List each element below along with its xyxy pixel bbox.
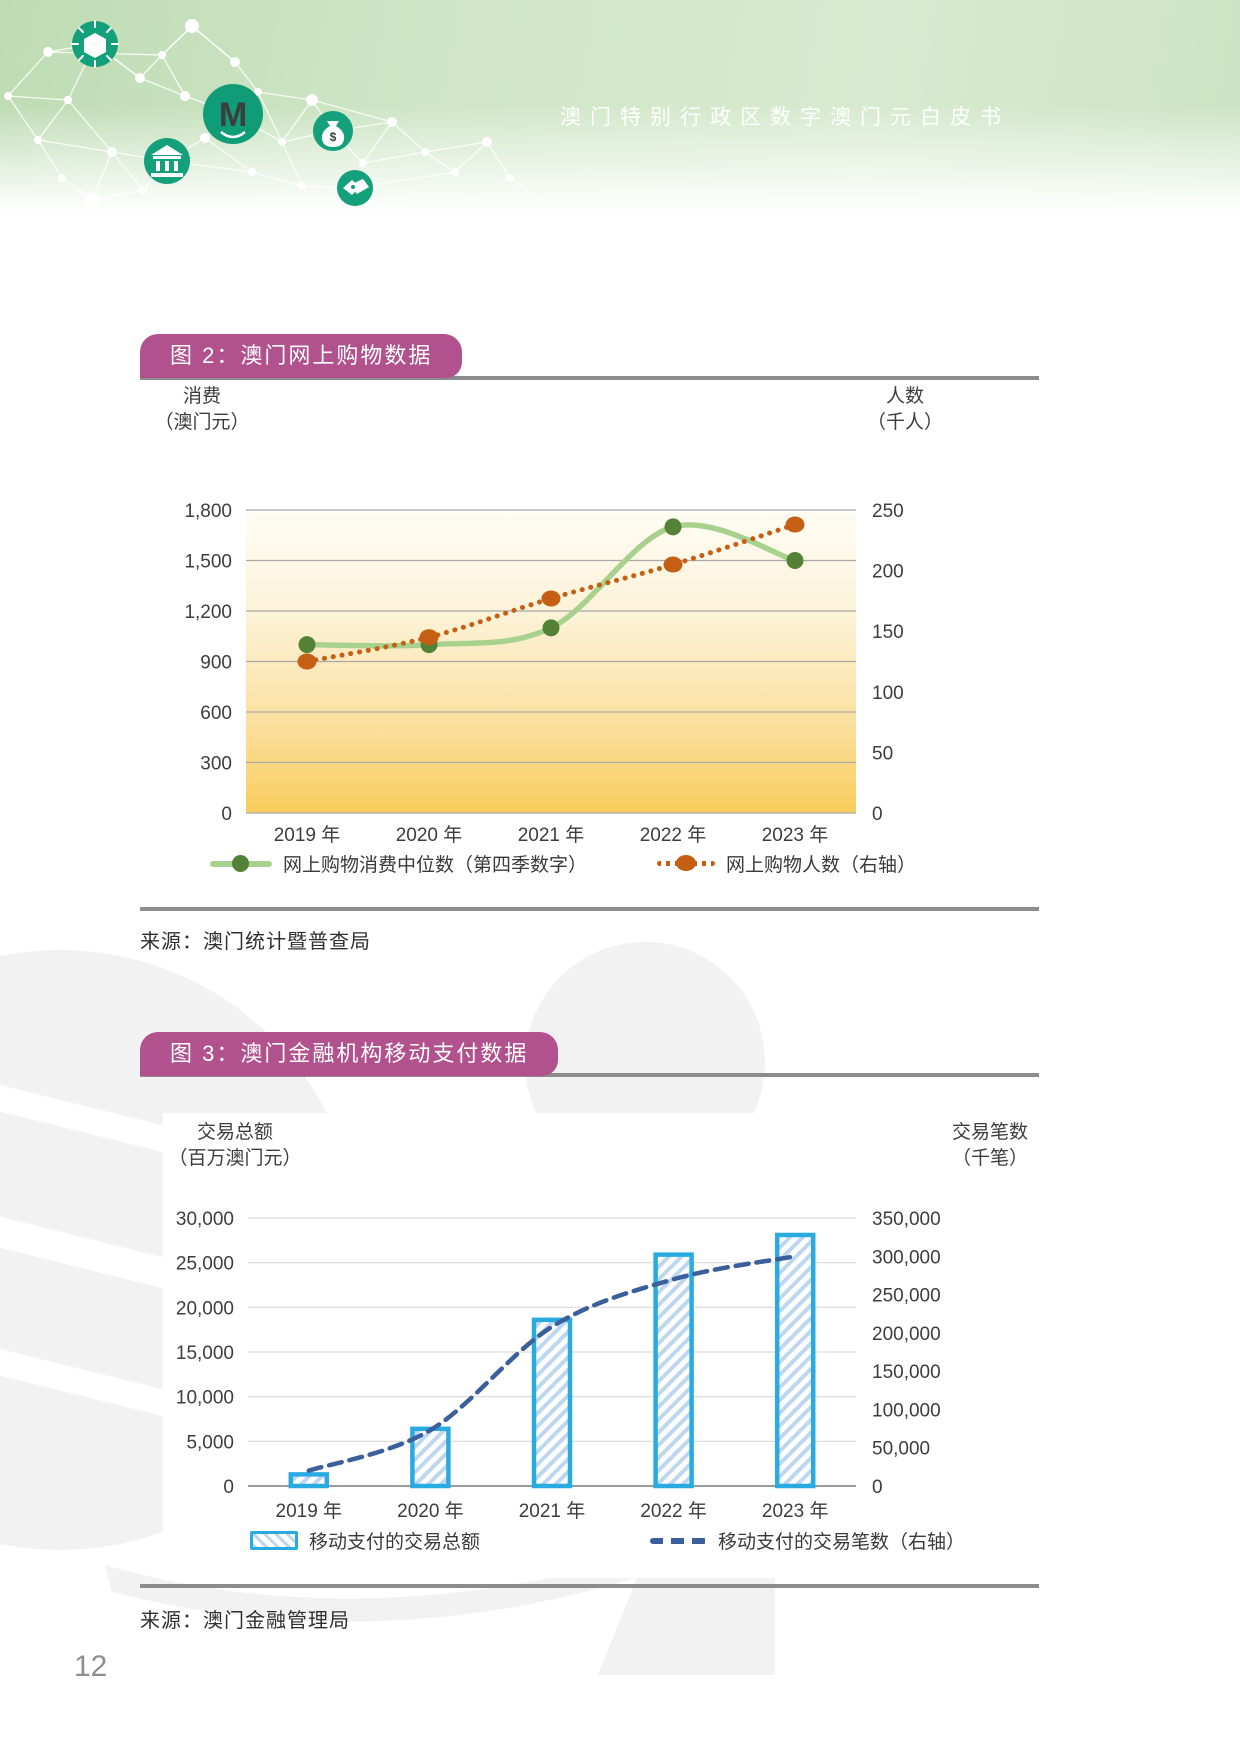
svg-text:100,000: 100,000 <box>872 1400 941 1421</box>
bar <box>531 1317 573 1489</box>
figure3-legend: 移动支付的交易总额 移动支付的交易笔数（右轴） <box>130 1527 1150 1554</box>
svg-text:2019 年: 2019 年 <box>276 1500 343 1522</box>
x-axis-labels: 2019 年 2020 年 2021 年 2022 年 2023 年 <box>274 824 829 846</box>
money-bag-icon: $ <box>313 111 353 151</box>
svg-text:150,000: 150,000 <box>872 1362 941 1383</box>
mobile-payment-chart: 0 5,000 10,000 15,000 20,000 25,000 30,000 0 50,… <box>168 1121 1028 1522</box>
svg-text:200,000: 200,000 <box>872 1324 941 1345</box>
series-shoppers <box>297 516 805 670</box>
svg-text:25,000: 25,000 <box>176 1254 234 1275</box>
figure2-legend: 网上购物消费中位数（第四季数字） 网上购物人数（右轴） <box>130 850 1110 877</box>
network-nodes <box>4 19 514 207</box>
svg-text:2019 年: 2019 年 <box>274 824 341 846</box>
svg-text:2021 年: 2021 年 <box>519 1500 586 1522</box>
svg-text:2022 年: 2022 年 <box>640 1500 707 1522</box>
svg-text:250,000: 250,000 <box>872 1286 941 1307</box>
svg-text:2022 年: 2022 年 <box>640 824 707 846</box>
network-graphic: M $ <box>4 19 541 207</box>
page-number: 12 <box>74 1650 108 1683</box>
legend-item-transaction-count: 移动支付的交易笔数（右轴） <box>650 1527 965 1554</box>
svg-text:20,000: 20,000 <box>176 1298 234 1319</box>
series-transaction-count <box>306 1254 798 1473</box>
figure3-title-rule <box>140 1073 1039 1077</box>
svg-text:0: 0 <box>223 1477 234 1498</box>
svg-text:（千笔）: （千笔） <box>952 1147 1028 1169</box>
macau-pataca-m-icon: M <box>203 84 263 144</box>
svg-text:250: 250 <box>872 501 904 522</box>
svg-text:50: 50 <box>872 743 893 764</box>
blockchain-cube-icon <box>71 20 119 68</box>
svg-text:30,000: 30,000 <box>176 1209 234 1230</box>
svg-text:0: 0 <box>872 1477 883 1498</box>
svg-text:10,000: 10,000 <box>176 1388 234 1409</box>
svg-text:交易笔数: 交易笔数 <box>952 1121 1028 1143</box>
legend-item-shoppers: 网上购物人数（右轴） <box>657 850 916 877</box>
header-band: M $ 澳门特别行政区数字澳门元白皮书 <box>0 0 1240 212</box>
bar <box>653 1252 694 1489</box>
bank-icon <box>144 138 190 184</box>
svg-text:0: 0 <box>221 804 232 825</box>
green-line-swatch <box>210 854 272 872</box>
orange-dotted-swatch <box>657 855 716 871</box>
svg-text:（千人）: （千人） <box>867 411 943 433</box>
svg-text:人数: 人数 <box>886 385 924 407</box>
figure2-title-rule <box>140 376 1039 380</box>
svg-text:（澳门元）: （澳门元） <box>154 411 249 433</box>
figure2-source: 来源：澳门统计暨普查局 <box>140 931 371 953</box>
figure3-chart-panel <box>163 1113 1093 1578</box>
figure2-badge: 图 2：澳门网上购物数据 <box>140 334 463 378</box>
svg-text:2023 年: 2023 年 <box>762 1500 829 1522</box>
svg-text:15,000: 15,000 <box>176 1343 234 1364</box>
svg-text:1,200: 1,200 <box>184 602 232 623</box>
handshake-icon <box>337 170 373 206</box>
svg-text:0: 0 <box>872 804 883 825</box>
svg-text:900: 900 <box>200 653 232 674</box>
svg-text:2020 年: 2020 年 <box>397 1500 464 1522</box>
bar <box>774 1232 816 1489</box>
svg-text:M: M <box>219 96 247 134</box>
online-shopping-chart: 0 300 600 900 1,200 1,500 1,800 0 50 100 150 200 250… <box>154 385 943 846</box>
y-axis-right-ticks: 0 50 100 150 200 250 <box>872 501 904 825</box>
y-axis-left-ticks: 0 300 600 900 1,200 1,500 1,800 <box>184 501 232 825</box>
svg-text:1,500: 1,500 <box>184 552 232 573</box>
figure3-source: 来源：澳门金融管理局 <box>140 1610 350 1632</box>
svg-text:（百万澳门元）: （百万澳门元） <box>168 1147 301 1169</box>
y-axis-right-ticks: 0 50,000 100,000 150,000 200,000 250,000 300,0… <box>872 1209 941 1498</box>
axis-titles: 交易总额 （百万澳门元） 交易笔数 （千笔） <box>168 1121 1028 1169</box>
figure3-badge: 图 3：澳门金融机构移动支付数据 <box>140 1032 559 1076</box>
svg-text:5,000: 5,000 <box>186 1432 234 1453</box>
series-transaction-amount <box>288 1232 816 1489</box>
svg-text:2023 年: 2023 年 <box>762 824 829 846</box>
green-dot-icon <box>232 854 249 872</box>
gridlines <box>246 509 856 814</box>
svg-text:消费: 消费 <box>183 385 221 407</box>
svg-text:150: 150 <box>872 622 904 643</box>
blue-dashed-swatch <box>650 1537 708 1544</box>
svg-text:50,000: 50,000 <box>872 1439 930 1460</box>
axis-titles: 消费 （澳门元） 人数 （千人） <box>154 385 943 433</box>
svg-text:300,000: 300,000 <box>872 1247 941 1268</box>
bar <box>288 1472 330 1489</box>
svg-text:1,800: 1,800 <box>184 501 232 522</box>
svg-text:$: $ <box>330 130 337 144</box>
legend-item-transaction-amount: 移动支付的交易总额 <box>250 1527 480 1554</box>
svg-text:2021 年: 2021 年 <box>518 824 585 846</box>
figure2-bottom-rule <box>140 907 1039 911</box>
svg-text:300: 300 <box>200 754 232 775</box>
orange-dot-icon <box>676 855 697 871</box>
svg-text:600: 600 <box>200 703 232 724</box>
svg-text:200: 200 <box>872 562 904 583</box>
legend-item-median-spending: 网上购物消费中位数（第四季数字） <box>210 850 587 877</box>
y-axis-left-ticks: 0 5,000 10,000 15,000 20,000 25,000 30,000 <box>176 1209 234 1498</box>
page-title: 澳门特别行政区数字澳门元白皮书 <box>560 106 1010 129</box>
hatched-bar-swatch <box>250 1531 298 1550</box>
figure3-bottom-rule <box>140 1584 1039 1588</box>
svg-text:交易总额: 交易总额 <box>197 1121 273 1143</box>
svg-text:2020 年: 2020 年 <box>396 824 463 846</box>
svg-text:350,000: 350,000 <box>872 1209 941 1230</box>
x-axis-labels: 2019 年 2020 年 2021 年 2022 年 2023 年 <box>276 1500 829 1522</box>
svg-text:100: 100 <box>872 683 904 704</box>
